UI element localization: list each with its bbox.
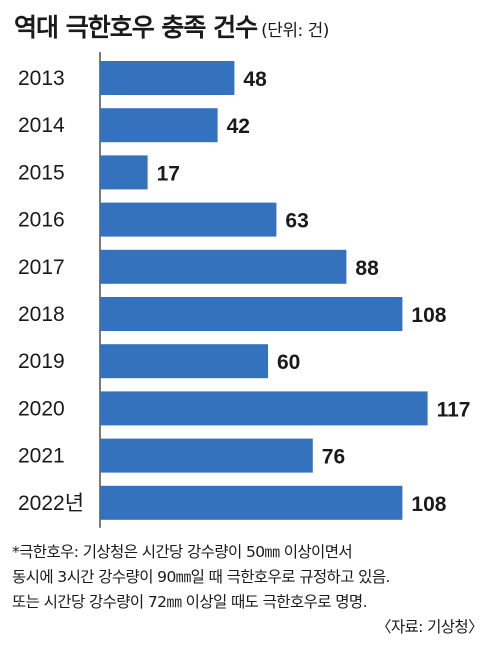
bar-2015 (100, 155, 148, 190)
bar-2017 (100, 249, 347, 284)
chart-title: 역대 극한호우 충족 건수 (14, 13, 258, 42)
footnote: *극한호우: 기상청은 시간당 강수량이 50㎜ 이상이면서 동시에 3시간 강… (12, 540, 487, 640)
category-label: 2015 (18, 161, 65, 184)
chart-title-block: 역대 극한호우 충족 건수 (단위: 건) (14, 8, 329, 44)
bar-2019 (100, 344, 268, 379)
category-label: 2021 (18, 445, 65, 468)
bar-2021 (100, 438, 313, 473)
source-label: 〈자료: 기상청〉 (375, 618, 484, 636)
value-label: 48 (243, 68, 267, 91)
value-label: 63 (285, 210, 308, 233)
value-label: 60 (277, 351, 300, 374)
category-label: 2022년 (18, 492, 84, 515)
category-label: 2014 (18, 114, 65, 137)
unit-label: (단위: 건) (261, 21, 329, 41)
bar-2022년 (100, 485, 403, 520)
value-label: 17 (157, 162, 180, 185)
bar-2020 (100, 391, 428, 426)
value-label: 108 (411, 493, 446, 516)
bars-group (100, 61, 428, 520)
category-label: 2019 (18, 350, 65, 373)
bar-2014 (100, 108, 218, 143)
value-label: 88 (355, 257, 379, 280)
category-label: 2016 (18, 209, 65, 232)
bar-chart: 2013 2014 2015 2016 2017 2018 2019 2020 2021 2022… (18, 52, 471, 528)
value-label: 42 (227, 115, 250, 138)
category-label: 2018 (18, 303, 65, 326)
category-label: 2013 (18, 67, 65, 90)
value-label: 76 (322, 446, 345, 469)
footnote-line: *극한호우: 기상청은 시간당 강수량이 50㎜ 이상이면서 (12, 543, 353, 561)
footnote-line: 또는 시간당 강수량이 72㎜ 이상일 때도 극한호우로 명명. (12, 593, 368, 611)
category-label: 2017 (18, 256, 65, 279)
bar-2018 (100, 297, 403, 331)
bar-2016 (100, 202, 277, 237)
value-label: 108 (411, 304, 446, 327)
category-labels-group: 2013 2014 2015 2016 2017 2018 2019 2020 2021 2022… (18, 67, 84, 515)
value-labels-group: 48 42 17 63 88 108 60 117 76 108 (157, 68, 471, 516)
value-label: 117 (437, 398, 471, 421)
bar-2013 (100, 61, 235, 95)
footnote-line: 동시에 3시간 강수량이 90㎜일 때 극한호우로 규정하고 있음. (12, 568, 390, 586)
category-label: 2020 (18, 397, 65, 420)
